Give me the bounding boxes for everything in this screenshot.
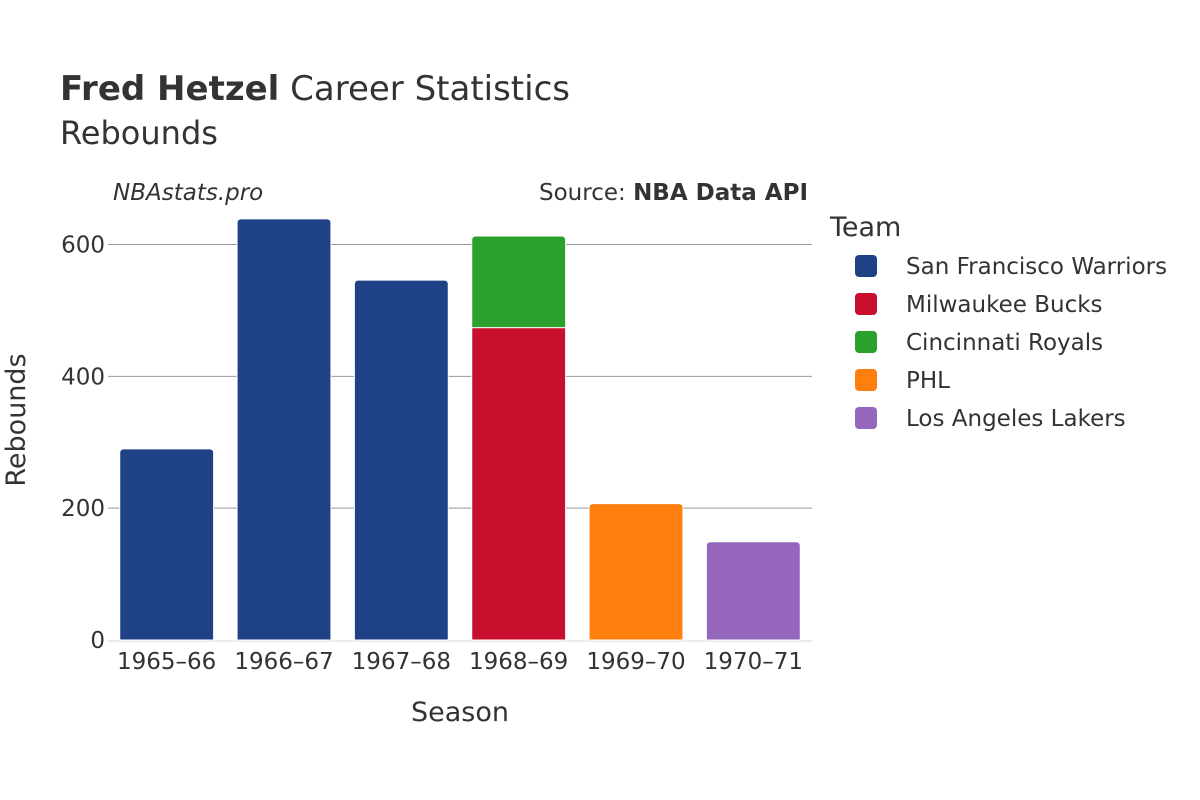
legend: San Francisco Warriors Milwaukee Bucks Cin… bbox=[855, 254, 1167, 432]
chart-subtitle: Rebounds bbox=[60, 114, 218, 152]
bar-1970–71-los-angeles-lakers bbox=[705, 541, 801, 641]
x-tick-label: 1969–70 bbox=[586, 649, 685, 675]
chart-title-player: Fred Hetzel bbox=[60, 69, 279, 109]
grid-lines bbox=[108, 244, 812, 642]
y-tick-labels: 0 200 400 600 bbox=[61, 233, 105, 654]
legend-label: San Francisco Warriors bbox=[906, 254, 1167, 280]
y-axis-title: Rebounds bbox=[1, 353, 32, 486]
bar-1968–69-milwaukee-bucks bbox=[471, 327, 567, 641]
source-name: NBA Data API bbox=[633, 180, 808, 206]
bar-1967–68-san-francisco-warriors bbox=[353, 279, 449, 641]
chart-title-rest: Career Statistics bbox=[279, 69, 570, 109]
legend-label: PHL bbox=[906, 368, 950, 394]
legend-swatch bbox=[855, 369, 877, 391]
source-label: Source: NBA Data API bbox=[539, 180, 808, 206]
legend-label: Milwaukee Bucks bbox=[906, 292, 1103, 318]
bar-1969–70-phl bbox=[588, 503, 684, 641]
y-tick-label: 400 bbox=[61, 364, 105, 390]
legend-label: Cincinnati Royals bbox=[906, 330, 1103, 356]
legend-swatch bbox=[855, 293, 877, 315]
x-tick-label: 1968–69 bbox=[469, 649, 568, 675]
x-tick-label: 1966–67 bbox=[234, 649, 333, 675]
bars bbox=[119, 218, 801, 641]
x-tick-label: 1967–68 bbox=[352, 649, 451, 675]
chart-title: Fred Hetzel Career Statistics bbox=[60, 69, 570, 109]
legend-swatch bbox=[855, 255, 877, 277]
legend-swatch bbox=[855, 331, 877, 353]
y-tick-label: 600 bbox=[61, 233, 105, 259]
source-prefix: Source: bbox=[539, 180, 633, 206]
bar-1965–66-san-francisco-warriors bbox=[119, 448, 215, 641]
x-tick-labels: 1965–66 1966–67 1967–68 1968–69 1969–70 1970–… bbox=[117, 649, 803, 675]
watermark: NBAstats.pro bbox=[113, 180, 263, 206]
legend-title: Team bbox=[829, 212, 901, 243]
x-tick-label: 1970–71 bbox=[704, 649, 803, 675]
legend-label: Los Angeles Lakers bbox=[906, 406, 1126, 432]
bar-1966–67-san-francisco-warriors bbox=[236, 218, 332, 641]
bar-1968–69-cincinnati-royals bbox=[471, 235, 567, 329]
y-tick-label: 0 bbox=[90, 628, 105, 654]
x-axis-title: Season bbox=[411, 697, 509, 728]
y-tick-label: 200 bbox=[61, 496, 105, 522]
x-tick-label: 1965–66 bbox=[117, 649, 216, 675]
legend-swatch bbox=[855, 407, 877, 429]
